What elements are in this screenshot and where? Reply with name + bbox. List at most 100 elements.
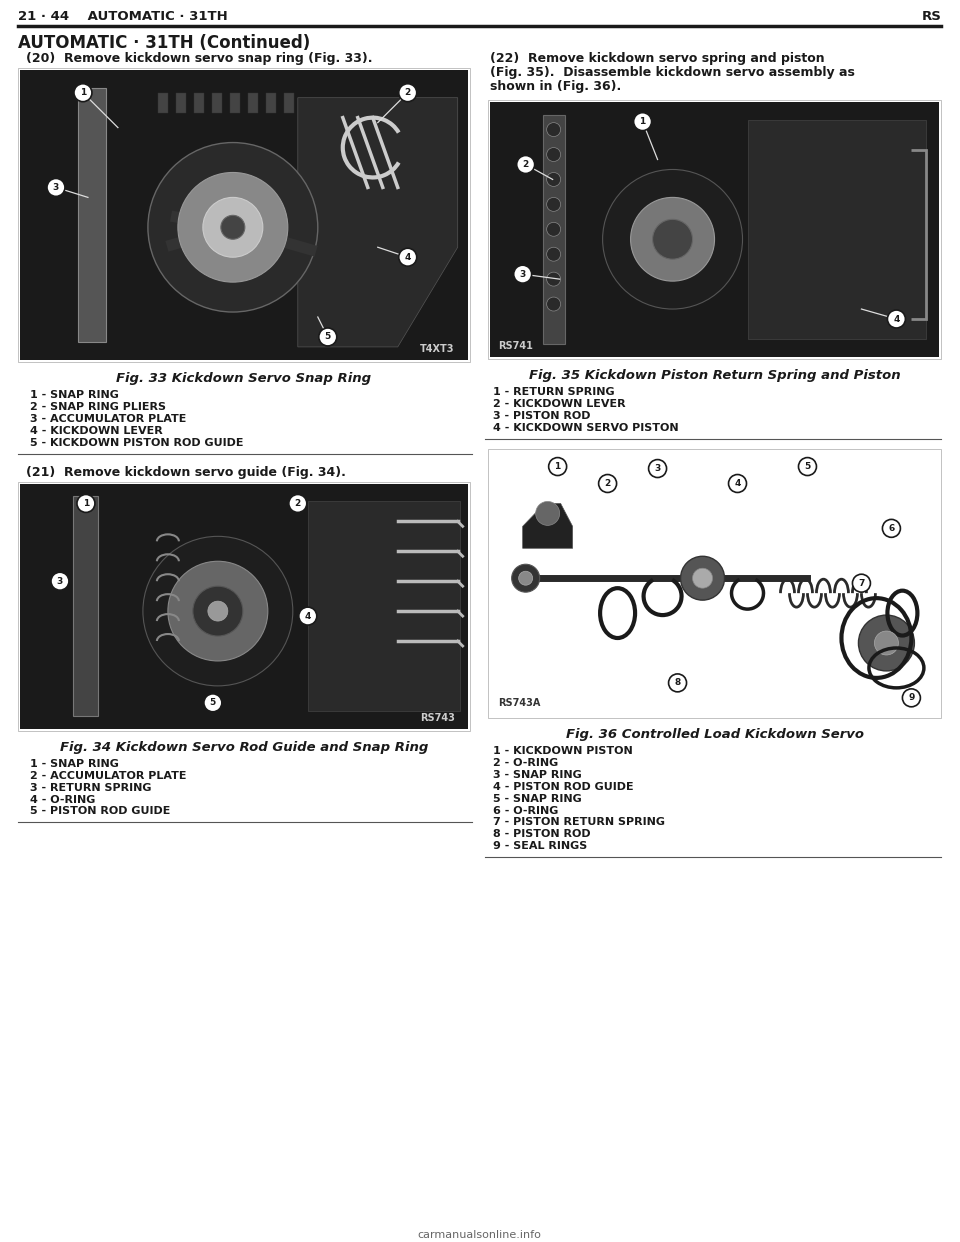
- Bar: [488, 448, 942, 718]
- Text: 4 - KICKDOWN SERVO PISTON: 4 - KICKDOWN SERVO PISTON: [492, 422, 679, 432]
- Text: 1: 1: [555, 462, 561, 471]
- Text: 2: 2: [605, 479, 611, 488]
- Circle shape: [546, 197, 561, 211]
- Circle shape: [143, 537, 293, 686]
- Text: 4: 4: [734, 479, 741, 488]
- Circle shape: [634, 113, 652, 130]
- Polygon shape: [542, 114, 564, 344]
- Circle shape: [882, 519, 900, 538]
- Circle shape: [47, 179, 65, 196]
- Text: 7: 7: [858, 579, 865, 587]
- Text: AUTOMATIC · 31TH (Continued): AUTOMATIC · 31TH (Continued): [18, 34, 310, 52]
- Text: (22)  Remove kickdown servo spring and piston: (22) Remove kickdown servo spring and pi…: [490, 52, 825, 65]
- Bar: [20, 483, 468, 729]
- Text: 9 - SEAL RINGS: 9 - SEAL RINGS: [492, 841, 587, 851]
- Circle shape: [668, 674, 686, 692]
- Text: 2: 2: [522, 160, 529, 169]
- Bar: [18, 482, 469, 730]
- Circle shape: [692, 569, 712, 589]
- Text: 9: 9: [908, 693, 915, 702]
- Text: 3 - RETURN SPRING: 3 - RETURN SPRING: [30, 782, 152, 792]
- Circle shape: [875, 631, 899, 655]
- Bar: [18, 68, 469, 361]
- Text: 3: 3: [53, 183, 60, 193]
- Circle shape: [221, 215, 245, 240]
- Text: 5: 5: [209, 698, 216, 708]
- Text: 2: 2: [404, 88, 411, 97]
- Circle shape: [514, 266, 532, 283]
- Circle shape: [546, 148, 561, 161]
- Circle shape: [74, 83, 92, 102]
- Circle shape: [549, 457, 566, 476]
- Bar: [284, 93, 294, 113]
- Text: 4 - KICKDOWN LEVER: 4 - KICKDOWN LEVER: [30, 426, 163, 436]
- Text: 21 · 44    AUTOMATIC · 31TH: 21 · 44 AUTOMATIC · 31TH: [18, 10, 228, 22]
- Circle shape: [852, 574, 871, 592]
- Circle shape: [51, 573, 69, 590]
- Text: RS: RS: [922, 10, 942, 22]
- Text: 3: 3: [519, 270, 526, 278]
- Bar: [248, 93, 258, 113]
- Text: 3 - ACCUMULATOR PLATE: 3 - ACCUMULATOR PLATE: [30, 414, 186, 424]
- Text: Fig. 35 Kickdown Piston Return Spring and Piston: Fig. 35 Kickdown Piston Return Spring an…: [529, 369, 900, 381]
- Circle shape: [599, 474, 616, 493]
- Polygon shape: [748, 119, 926, 339]
- Bar: [490, 102, 940, 356]
- Polygon shape: [308, 502, 460, 710]
- Circle shape: [546, 272, 561, 286]
- Circle shape: [289, 494, 307, 513]
- Circle shape: [729, 474, 747, 493]
- Circle shape: [208, 601, 228, 621]
- Circle shape: [168, 561, 268, 661]
- Text: (21)  Remove kickdown servo guide (Fig. 34).: (21) Remove kickdown servo guide (Fig. 3…: [26, 466, 346, 478]
- Circle shape: [193, 586, 243, 636]
- Circle shape: [319, 328, 337, 347]
- Text: 3: 3: [655, 465, 660, 473]
- Text: carmanualsonline.info: carmanualsonline.info: [418, 1230, 541, 1241]
- Text: 5: 5: [804, 462, 810, 471]
- Circle shape: [536, 502, 560, 525]
- Text: Fig. 36 Controlled Load Kickdown Servo: Fig. 36 Controlled Load Kickdown Servo: [565, 728, 864, 740]
- Text: 5 - SNAP RING: 5 - SNAP RING: [492, 794, 582, 804]
- Circle shape: [858, 615, 915, 671]
- Circle shape: [546, 247, 561, 261]
- Circle shape: [546, 173, 561, 186]
- Text: 5: 5: [324, 333, 331, 342]
- Circle shape: [148, 143, 318, 312]
- Bar: [157, 93, 168, 113]
- Text: 6 - O-RING: 6 - O-RING: [492, 806, 558, 816]
- Circle shape: [203, 197, 263, 257]
- Text: 1: 1: [83, 499, 89, 508]
- Circle shape: [649, 460, 666, 477]
- Circle shape: [77, 494, 95, 513]
- Bar: [20, 70, 468, 360]
- Text: 3 - PISTON ROD: 3 - PISTON ROD: [492, 411, 590, 421]
- Text: 2 - SNAP RING PLIERS: 2 - SNAP RING PLIERS: [30, 401, 166, 412]
- Circle shape: [204, 694, 222, 712]
- Circle shape: [299, 607, 317, 625]
- Circle shape: [398, 83, 417, 102]
- Circle shape: [516, 155, 535, 174]
- Text: RS743A: RS743A: [497, 698, 540, 708]
- Circle shape: [518, 571, 533, 585]
- Text: 8 - PISTON ROD: 8 - PISTON ROD: [492, 830, 590, 840]
- Text: Fig. 33 Kickdown Servo Snap Ring: Fig. 33 Kickdown Servo Snap Ring: [116, 371, 372, 385]
- Text: 3 - SNAP RING: 3 - SNAP RING: [492, 770, 582, 780]
- Text: 2 - O-RING: 2 - O-RING: [492, 758, 558, 768]
- Polygon shape: [522, 503, 572, 548]
- Circle shape: [512, 564, 540, 592]
- Text: 2 - KICKDOWN LEVER: 2 - KICKDOWN LEVER: [492, 399, 625, 409]
- Text: 8: 8: [675, 678, 681, 687]
- Text: 1 - SNAP RING: 1 - SNAP RING: [30, 390, 119, 400]
- Text: 6: 6: [888, 524, 895, 533]
- Circle shape: [681, 556, 725, 600]
- Text: 2 - ACCUMULATOR PLATE: 2 - ACCUMULATOR PLATE: [30, 770, 186, 781]
- Circle shape: [902, 689, 921, 707]
- Text: 1: 1: [80, 88, 86, 97]
- Circle shape: [398, 248, 417, 266]
- Text: 4 - O-RING: 4 - O-RING: [30, 795, 95, 805]
- Text: (Fig. 35).  Disassemble kickdown servo assembly as: (Fig. 35). Disassemble kickdown servo as…: [490, 66, 854, 78]
- Circle shape: [799, 457, 816, 476]
- Text: 7 - PISTON RETURN SPRING: 7 - PISTON RETURN SPRING: [492, 817, 664, 827]
- Text: RS741: RS741: [497, 342, 533, 351]
